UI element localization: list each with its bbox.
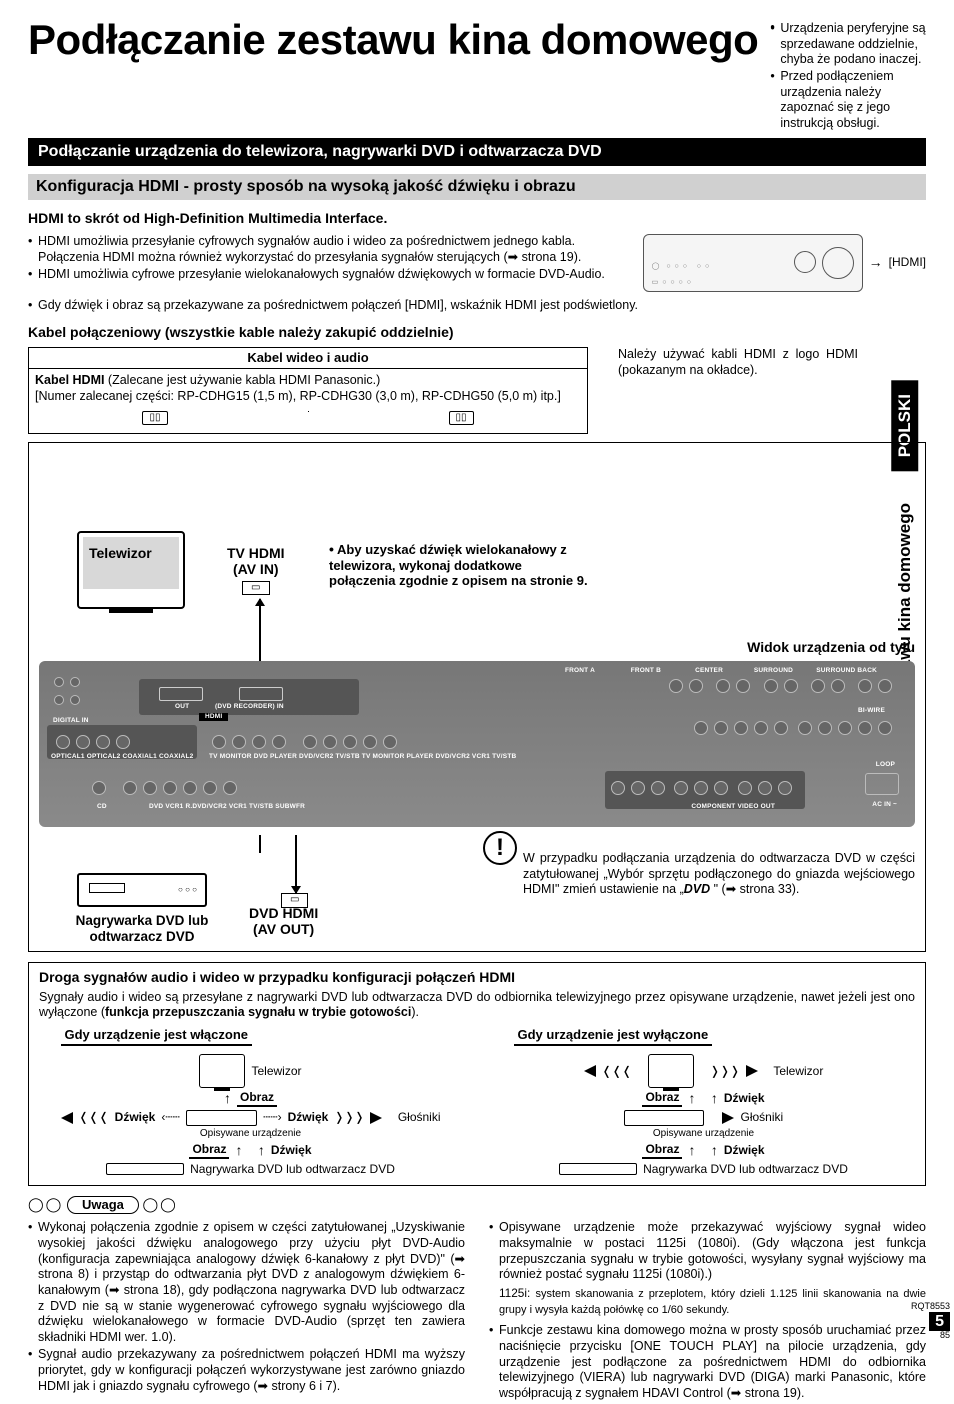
def-term: 1125i: — [499, 1286, 530, 1300]
hdmi-label: [HDMI] — [889, 255, 926, 270]
cable-parts: [Numer zalecanej części: RP-CDHG15 (1,5 … — [35, 389, 561, 403]
arrow-icon: → — [869, 254, 883, 272]
intro-bullet: Przed podłączeniem urządzenia należy zap… — [770, 69, 926, 132]
speaker-icon — [370, 1112, 382, 1124]
intro-bullets: Urządzenia peryferyjne są sprzedawane od… — [770, 18, 926, 132]
dvd-icon — [106, 1163, 184, 1175]
speaker-icon — [746, 1065, 758, 1077]
speaker-icon — [584, 1065, 596, 1077]
tv-label: Telewizor — [89, 545, 152, 563]
note-bullet: Opisywane urządzenie może przekazywać wy… — [489, 1220, 926, 1283]
hdmi-logo-note: Należy używać kabli HDMI z logo HDMI (po… — [618, 347, 858, 378]
hdmi-bullet: HDMI umożliwia cyfrowe przesyłanie wielo… — [28, 267, 612, 283]
hdmi-plug-icon: ▯▯ — [142, 411, 167, 426]
hdmi-plug-icon: ▭ — [242, 581, 269, 595]
cable-desc: (Zalecane jest używanie kabla HDMI Panas… — [104, 373, 380, 387]
note-bullet: Wykonaj połączenia zgodnie z opisem w cz… — [28, 1220, 465, 1345]
cable-heading: Kabel połączeniowy (wszystkie kable nale… — [28, 324, 926, 342]
dvd-icon: ○ ○ ○ — [77, 873, 207, 907]
intro-bullet: Urządzenia peryferyjne są sprzedawane od… — [770, 21, 926, 68]
dvd-hdmi-label: DVD HDMI(AV OUT) — [249, 905, 318, 937]
tv-icon — [648, 1054, 694, 1088]
signal-path-box: Droga sygnałów audio i wideo w przypadku… — [28, 962, 926, 1186]
signal-head: Droga sygnałów audio i wideo w przypadku… — [39, 969, 915, 987]
hdmi-subhead: HDMI to skrót od High-Definition Multime… — [28, 210, 926, 228]
cable-table-header: Kabel wideo i audio — [29, 348, 587, 369]
hdmi-bullet: Gdy dźwięk i obraz są przekazywane za po… — [28, 298, 926, 314]
multichannel-note: • Aby uzyskać dźwięk wielokanałowy z tel… — [329, 541, 589, 589]
cable-name: Kabel HDMI — [35, 373, 104, 387]
section-gray-bar: Konfiguracja HDMI - prosty sposób na wys… — [28, 174, 926, 200]
note-bullet: Funkcje zestawu kina domowego można w pr… — [489, 1323, 926, 1401]
decoration: ◯◯ — [143, 1196, 178, 1212]
front-panel-illustration: ◯ ○ ○ ○ ○ ○ ▭ ○ ○ ○ ○ — [643, 234, 863, 292]
dvd-label: Nagrywarka DVD lub odtwarzacz DVD — [67, 913, 217, 944]
notes-columns: Wykonaj połączenia zgodnie z opisem w cz… — [28, 1220, 926, 1403]
rear-view-title: Widok urządzenia od tyłu — [747, 639, 915, 657]
section-black-bar: Podłączanie urządzenia do telewizora, na… — [28, 138, 926, 166]
hdmi-plug-icon: ▯▯ — [449, 411, 474, 426]
tv-icon — [77, 531, 185, 609]
connection-diagram: Telewizor TV HDMI(AV IN) ▭ • Aby uzyskać… — [28, 442, 926, 952]
hdmi-bullet: HDMI umożliwia przesyłanie cyfrowych syg… — [28, 234, 612, 265]
decoration: ◯◯ — [28, 1196, 63, 1212]
rear-panel-illustration: OUT (DVD RECORDER) IN HDMI FRONT A FRONT… — [39, 661, 915, 827]
speaker-icon — [61, 1112, 73, 1124]
cable-table: Kabel wideo i audio Kabel HDMI (Zalecane… — [28, 347, 588, 434]
page-footer: RQT8553 5 85 — [911, 1302, 950, 1341]
warning-icon: ! — [483, 831, 517, 865]
hdmi-plug-icon: ▭ — [281, 893, 308, 908]
def-text: system skanowania z przeplotem, który dz… — [499, 1288, 926, 1316]
unit-icon — [624, 1110, 704, 1126]
speaker-icon — [722, 1112, 734, 1124]
signal-off-diagram: Gdy urządzenie jest wyłączone ❬❬❬ ❭❭❭ Te… — [514, 1027, 894, 1179]
unit-icon — [186, 1110, 257, 1126]
dvd-icon — [559, 1163, 637, 1175]
page-title: Podłączanie zestawu kina domowego — [28, 18, 770, 62]
warning-text: W przypadku podłączania urządzenia do od… — [523, 851, 915, 898]
note-label: Uwaga — [67, 1196, 139, 1215]
signal-on-diagram: Gdy urządzenie jest włączone Telewizor ↑… — [61, 1027, 441, 1179]
signal-para: Sygnały audio i wideo są przesyłane z na… — [39, 990, 915, 1021]
tv-icon — [199, 1054, 245, 1088]
note-bullet: Sygnał audio przekazywany za pośrednictw… — [28, 1347, 465, 1394]
tv-hdmi-label: TV HDMI(AV IN) ▭ — [227, 545, 285, 595]
